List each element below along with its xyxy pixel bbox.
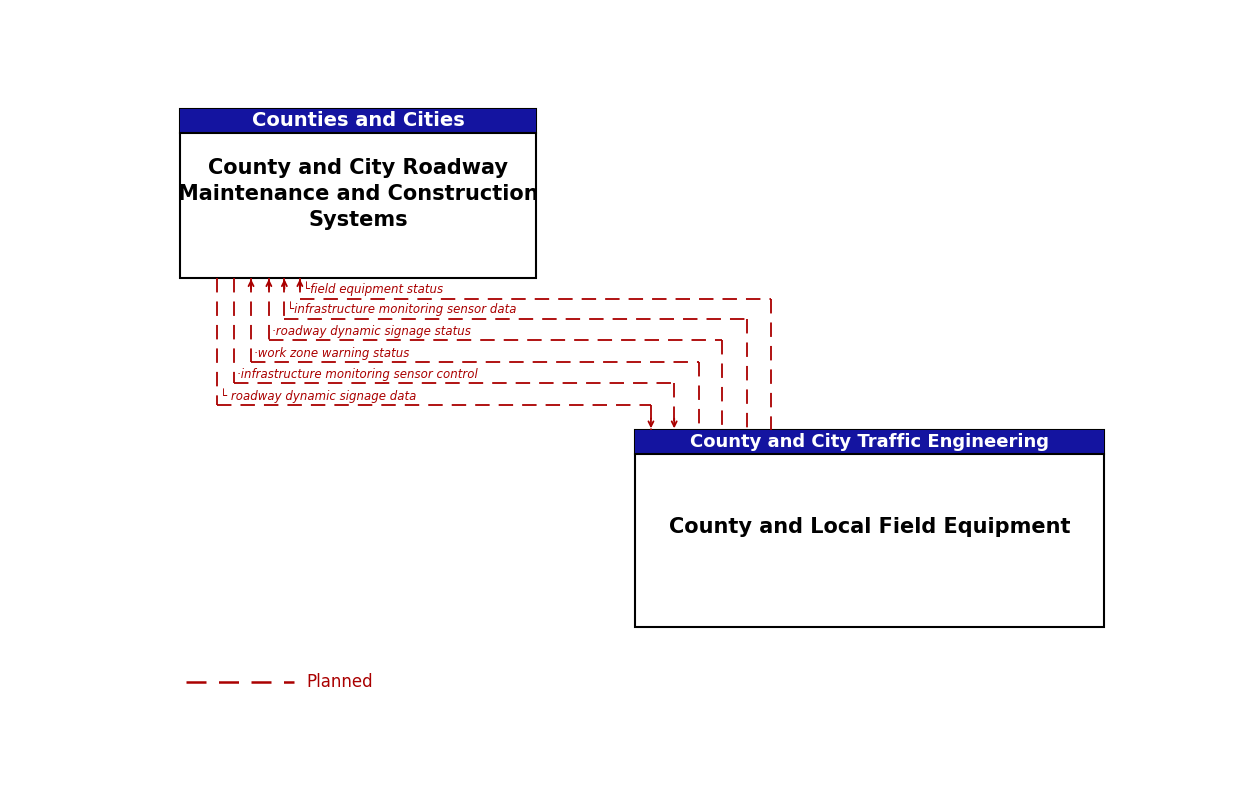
Text: ·infrastructure monitoring sensor control: ·infrastructure monitoring sensor contro… — [237, 368, 478, 381]
Text: ·roadway dynamic signage status: ·roadway dynamic signage status — [272, 325, 471, 338]
Bar — [636, 430, 1103, 454]
Text: Planned: Planned — [305, 673, 373, 691]
Bar — [636, 430, 1103, 627]
Bar — [180, 108, 536, 133]
Text: County and City Roadway
Maintenance and Construction
Systems: County and City Roadway Maintenance and … — [178, 158, 538, 230]
Text: ·work zone warning status: ·work zone warning status — [254, 347, 409, 360]
Text: └ roadway dynamic signage data: └ roadway dynamic signage data — [220, 388, 417, 402]
Text: └field equipment status: └field equipment status — [303, 282, 443, 297]
Text: County and City Traffic Engineering: County and City Traffic Engineering — [690, 433, 1049, 451]
Text: └infrastructure monitoring sensor data: └infrastructure monitoring sensor data — [288, 301, 517, 317]
Text: County and Local Field Equipment: County and Local Field Equipment — [669, 516, 1070, 537]
Bar — [180, 108, 536, 278]
Text: Counties and Cities: Counties and Cities — [252, 112, 464, 130]
